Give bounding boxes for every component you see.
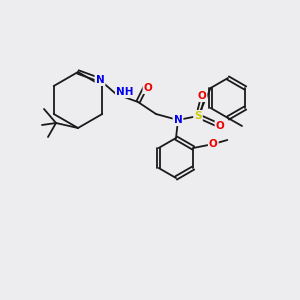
Text: NH: NH [116, 87, 134, 97]
Text: O: O [209, 139, 218, 149]
Text: S: S [194, 111, 202, 121]
Text: N: N [174, 115, 182, 125]
Text: N: N [96, 75, 104, 85]
Text: O: O [144, 83, 152, 93]
Text: O: O [198, 91, 206, 101]
Text: O: O [216, 121, 224, 131]
